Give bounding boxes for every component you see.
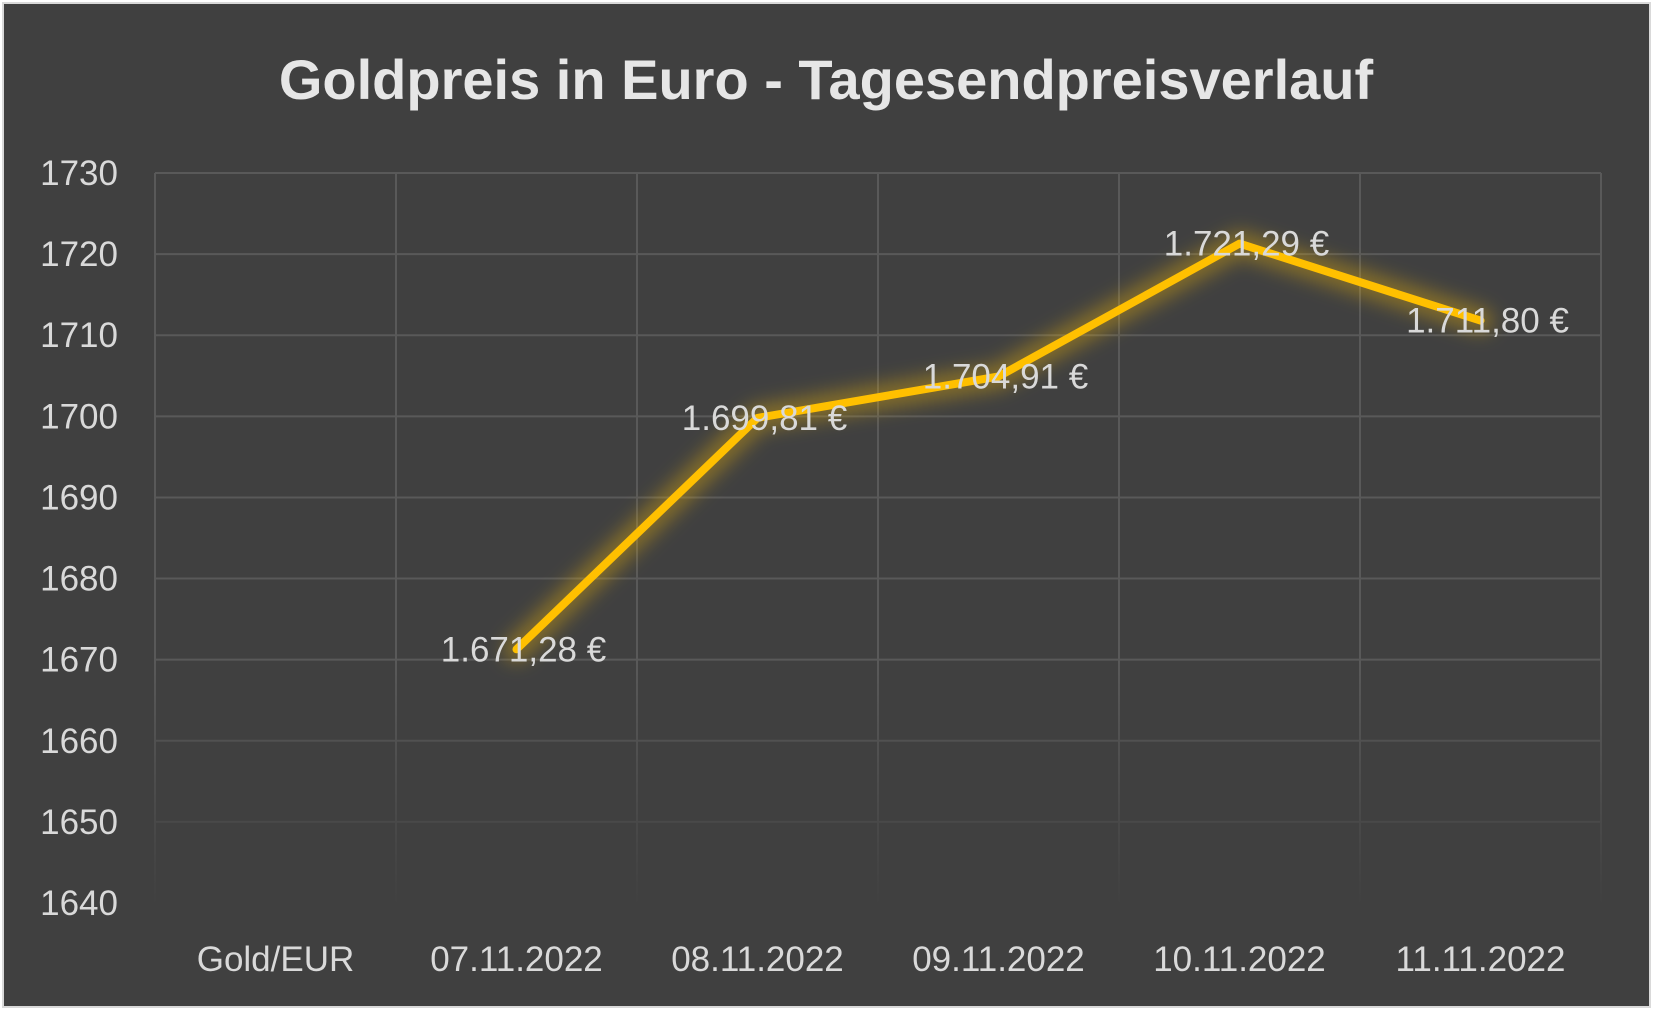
x-tick-label: 07.11.2022	[430, 940, 603, 979]
data-label: 1.699,81 €	[682, 399, 847, 438]
x-tick-label: 08.11.2022	[671, 940, 844, 979]
data-label: 1.711,80 €	[1406, 302, 1569, 341]
y-tick-label: 1700	[40, 397, 118, 436]
series-line-glow	[503, 230, 1494, 663]
y-axis: 1640 1650 1660 1670 1680 1690 1700 1710 1720 1730	[40, 154, 118, 923]
y-tick-label: 1680	[40, 560, 118, 599]
y-tick-label: 1730	[40, 154, 118, 193]
data-label: 1.721,29 €	[1164, 225, 1329, 264]
line-chart: Goldpreis in Euro - Tagesendpreisverlauf…	[40, 48, 1606, 979]
x-tick-label: 09.11.2022	[912, 940, 1085, 979]
y-tick-label: 1720	[40, 235, 118, 274]
x-tick-label: 10.11.2022	[1153, 940, 1326, 979]
series-area	[503, 230, 1494, 663]
y-tick-label: 1650	[40, 803, 118, 842]
grid-fade-rect	[150, 659, 1606, 908]
y-tick-label: 1690	[40, 478, 118, 517]
x-tick-label: Gold/EUR	[197, 940, 355, 979]
grid-fade	[150, 659, 1606, 908]
y-tick-label: 1660	[40, 722, 118, 761]
chart-title: Goldpreis in Euro - Tagesendpreisverlauf	[279, 48, 1374, 111]
y-tick-label: 1710	[40, 316, 118, 355]
y-tick-label: 1640	[40, 884, 118, 923]
series-line	[512, 239, 1485, 654]
x-axis: Gold/EUR 07.11.2022 08.11.2022 09.11.2022 10…	[197, 940, 1566, 979]
y-tick-label: 1670	[40, 641, 118, 680]
x-tick-label: 11.11.2022	[1396, 940, 1566, 979]
data-label: 1.671,28 €	[441, 630, 606, 669]
data-label: 1.704,91 €	[923, 358, 1088, 397]
data-labels: 1.671,28 € 1.699,81 € 1.704,91 € 1.721,29 €…	[441, 225, 1569, 670]
